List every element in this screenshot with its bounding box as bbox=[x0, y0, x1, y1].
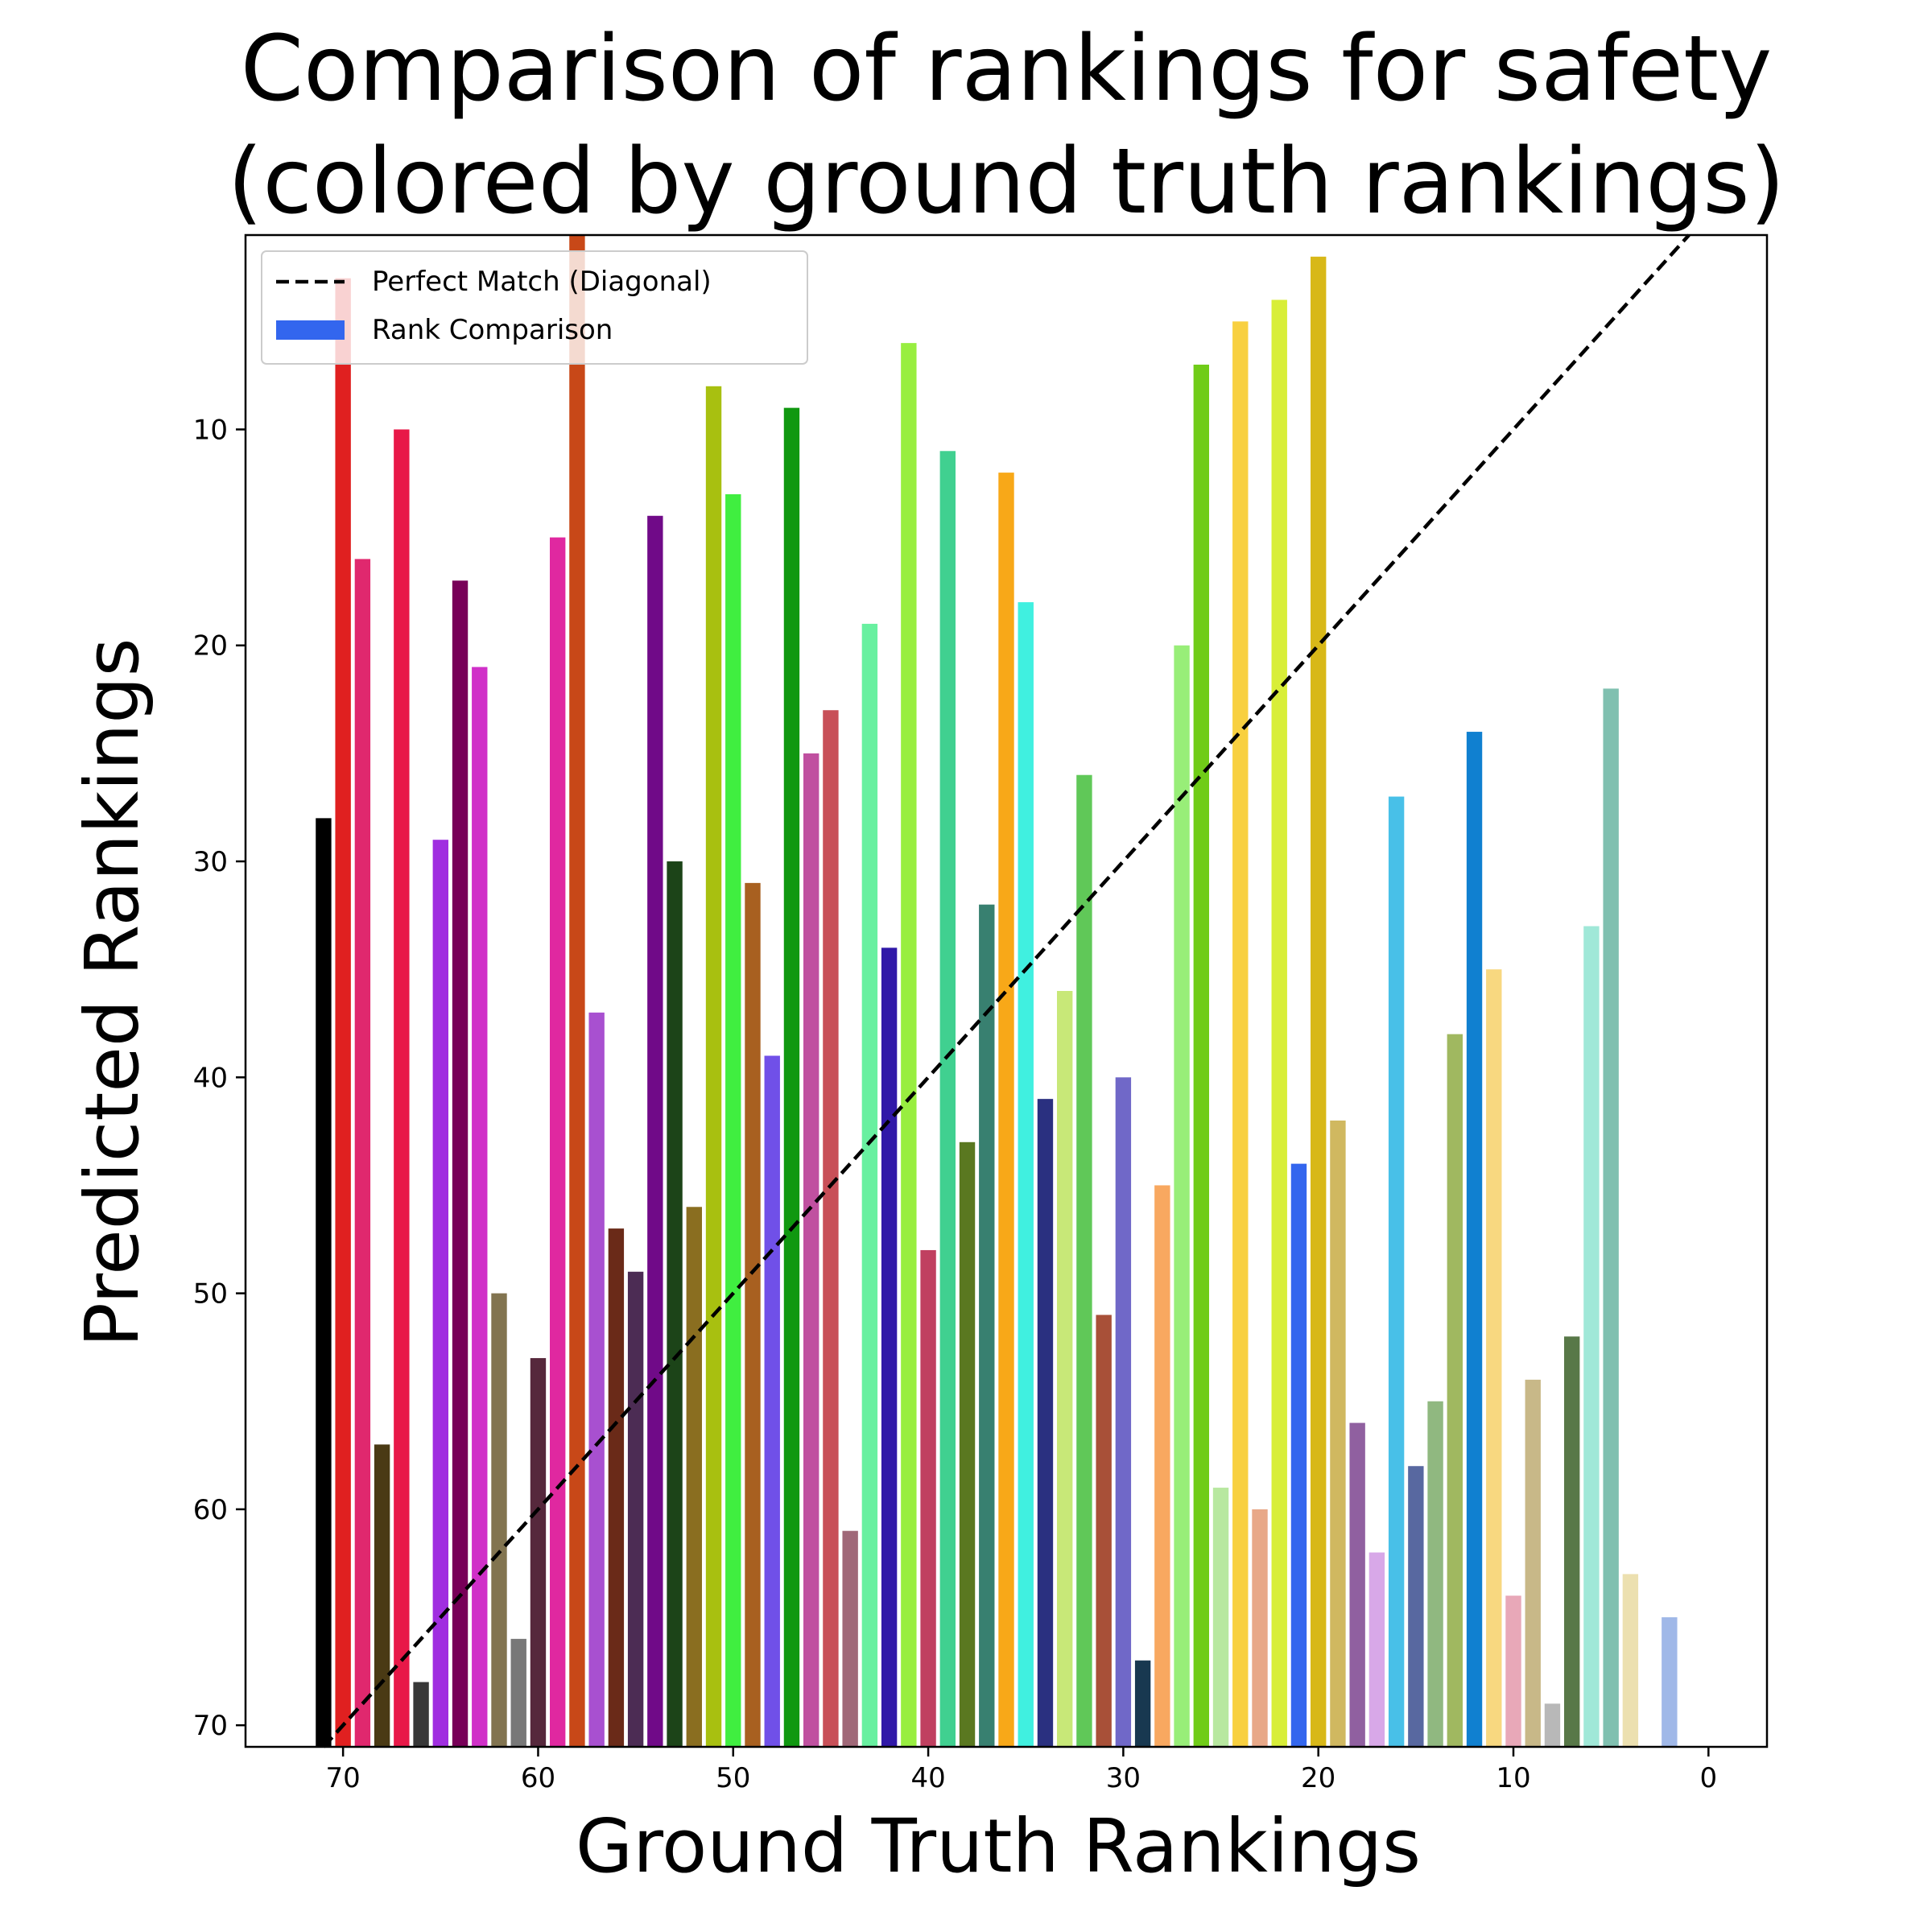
bar bbox=[374, 1444, 390, 1747]
x-tick-label: 60 bbox=[521, 1762, 555, 1794]
bar bbox=[667, 861, 683, 1747]
y-tick-label: 40 bbox=[193, 1062, 228, 1094]
bar bbox=[491, 1293, 507, 1747]
bar bbox=[647, 515, 663, 1747]
bar bbox=[1330, 1120, 1346, 1747]
bar bbox=[1544, 1703, 1561, 1747]
bar bbox=[530, 1358, 547, 1747]
bar bbox=[1447, 1034, 1463, 1747]
bar bbox=[861, 623, 878, 1747]
bar bbox=[550, 537, 566, 1747]
bar bbox=[1212, 1488, 1229, 1747]
bar bbox=[1505, 1596, 1521, 1747]
y-tick-label: 70 bbox=[193, 1710, 228, 1742]
x-axis-label: Ground Truth Rankings bbox=[575, 1803, 1422, 1889]
bar bbox=[627, 1271, 644, 1747]
bar bbox=[998, 473, 1014, 1747]
diagonal-line bbox=[322, 233, 1690, 1748]
bars-layer bbox=[316, 235, 1678, 1748]
bar bbox=[686, 1207, 702, 1747]
bar bbox=[1290, 1163, 1307, 1747]
bar bbox=[1096, 1315, 1112, 1747]
bar bbox=[842, 1530, 858, 1747]
x-tick-label: 40 bbox=[910, 1762, 945, 1794]
bar bbox=[1583, 926, 1600, 1747]
bar bbox=[432, 840, 448, 1747]
bar bbox=[725, 493, 741, 1747]
bar bbox=[783, 407, 800, 1748]
x-tick-label: 0 bbox=[1699, 1762, 1717, 1794]
bar bbox=[1115, 1077, 1132, 1747]
bar bbox=[1622, 1574, 1639, 1747]
x-tick-label: 70 bbox=[326, 1762, 361, 1794]
bar bbox=[1349, 1422, 1365, 1747]
y-axis-label: Predicted Rankings bbox=[69, 638, 155, 1348]
diagonal-layer bbox=[322, 233, 1690, 1748]
bar bbox=[1252, 1509, 1268, 1747]
bar bbox=[1408, 1466, 1424, 1747]
bar bbox=[1076, 774, 1092, 1747]
x-tick-label: 10 bbox=[1496, 1762, 1530, 1794]
y-tick-label: 10 bbox=[193, 414, 228, 446]
bar bbox=[452, 580, 469, 1748]
bar bbox=[705, 386, 722, 1747]
bar bbox=[920, 1249, 936, 1747]
bar bbox=[569, 235, 585, 1747]
bar bbox=[472, 667, 488, 1747]
bar bbox=[1466, 732, 1483, 1747]
bar bbox=[316, 818, 332, 1748]
legend-label: Perfect Match (Diagonal) bbox=[372, 266, 712, 298]
bar bbox=[1174, 645, 1190, 1747]
bar bbox=[1603, 688, 1619, 1747]
bar bbox=[1427, 1401, 1443, 1747]
bar bbox=[1018, 602, 1034, 1747]
legend: Perfect Match (Diagonal) Rank Comparison bbox=[261, 250, 808, 365]
bar bbox=[335, 278, 351, 1748]
bar bbox=[413, 1682, 429, 1747]
x-tick-label: 30 bbox=[1106, 1762, 1141, 1794]
bar bbox=[1388, 796, 1405, 1747]
x-tick-label: 20 bbox=[1301, 1762, 1335, 1794]
axes-layer: 70 60 50 40 30 20 10 0 10 20 30 40 50 60 70 bbox=[193, 233, 1769, 1794]
plot-frame bbox=[244, 233, 1769, 1748]
chart-title-line-1: Comparison of rankings for safety bbox=[240, 17, 1773, 122]
bar bbox=[394, 429, 410, 1747]
bar bbox=[1232, 321, 1249, 1747]
bar bbox=[1057, 991, 1073, 1747]
bar bbox=[1525, 1379, 1541, 1747]
bar bbox=[1154, 1185, 1170, 1747]
bar bbox=[881, 947, 898, 1747]
legend-patch-icon bbox=[276, 320, 345, 340]
y-tick-label: 30 bbox=[193, 846, 228, 878]
bar bbox=[764, 1055, 780, 1747]
bar bbox=[959, 1141, 976, 1747]
bar bbox=[1486, 969, 1502, 1747]
bar bbox=[823, 710, 839, 1748]
legend-label: Rank Comparison bbox=[372, 314, 613, 346]
bar bbox=[901, 343, 917, 1748]
bar bbox=[1368, 1552, 1385, 1747]
bar bbox=[745, 882, 761, 1747]
y-tick-label: 50 bbox=[193, 1278, 228, 1311]
bar bbox=[1271, 299, 1287, 1747]
bar bbox=[803, 753, 819, 1747]
bar bbox=[588, 1012, 605, 1747]
bar bbox=[939, 451, 956, 1748]
chart-title-line-2: (colored by ground truth rankings) bbox=[227, 130, 1785, 234]
y-tick-label: 60 bbox=[193, 1494, 228, 1526]
bar bbox=[1662, 1617, 1678, 1747]
bar bbox=[608, 1228, 625, 1747]
bar bbox=[354, 559, 371, 1747]
bar bbox=[1311, 256, 1327, 1747]
y-tick-label: 20 bbox=[193, 630, 228, 663]
bar bbox=[510, 1638, 526, 1747]
bar bbox=[1564, 1336, 1580, 1747]
legend-box bbox=[261, 250, 808, 365]
x-tick-label: 50 bbox=[716, 1762, 750, 1794]
bar bbox=[979, 904, 995, 1747]
bar bbox=[1037, 1099, 1054, 1747]
bar bbox=[1193, 364, 1209, 1747]
bar bbox=[1134, 1660, 1151, 1747]
